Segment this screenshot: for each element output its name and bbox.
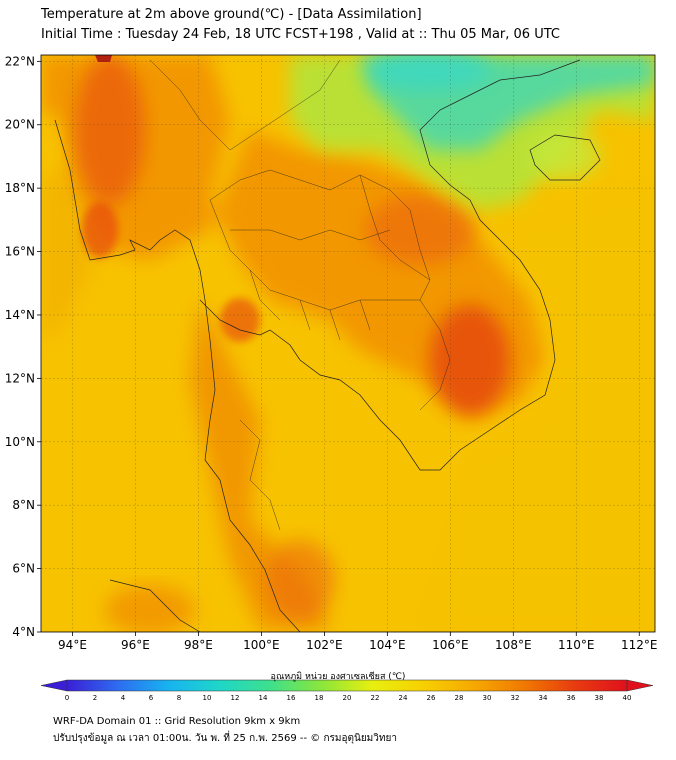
colorbar-tick-label: 18 bbox=[314, 694, 324, 702]
lon-tick-label: 112°E bbox=[621, 638, 658, 652]
map-frame bbox=[40, 54, 656, 633]
lat-tick-label: 20°N bbox=[5, 118, 35, 132]
lat-tick-label: 6°N bbox=[12, 562, 35, 576]
colorbar-tick-label: 40 bbox=[622, 694, 632, 702]
lon-tick-label: 108°E bbox=[495, 638, 532, 652]
colorbar-tick-label: 2 bbox=[92, 694, 98, 702]
colorbar-tick-label: 12 bbox=[230, 694, 240, 702]
colorbar-label: อุณหภูมิ หน่วย องศาเซลเซียส (℃) bbox=[270, 672, 406, 682]
lat-tick-label: 4°N bbox=[12, 625, 35, 639]
lon-tick-label: 98°E bbox=[184, 638, 213, 652]
colorbar-high-arrow bbox=[626, 679, 654, 692]
colorbar-tick-label: 4 bbox=[120, 694, 126, 702]
lon-tick-label: 100°E bbox=[243, 638, 280, 652]
lon-tick-label: 104°E bbox=[369, 638, 406, 652]
colorbar-tick-label: 36 bbox=[566, 694, 576, 702]
colorbar-tick-label: 20 bbox=[342, 694, 352, 702]
colorbar-tick-label: 34 bbox=[538, 694, 548, 702]
longitude-ticks: 94°E 96°E 98°E 100°E 102°E 104°E 106°E 108°E 110… bbox=[58, 632, 658, 652]
colorbar-tick-label: 16 bbox=[286, 694, 296, 702]
lat-tick-label: 16°N bbox=[5, 245, 35, 259]
colorbar bbox=[40, 679, 654, 692]
province-borders bbox=[149, 59, 451, 531]
lat-tick-label: 12°N bbox=[5, 371, 35, 385]
colorbar-tick-label: 38 bbox=[594, 694, 604, 702]
colorbar-tick-label: 32 bbox=[510, 694, 520, 702]
lat-tick-label: 18°N bbox=[5, 181, 35, 195]
colorbar-tick-label: 0 bbox=[64, 694, 70, 702]
lat-tick-label: 22°N bbox=[5, 54, 35, 68]
colorbar-tick-label: 28 bbox=[454, 694, 464, 702]
temperature-field bbox=[41, 55, 655, 632]
lat-tick-label: 8°N bbox=[12, 498, 35, 512]
colorbar-tick-label: 24 bbox=[398, 694, 408, 702]
lat-lon-grid bbox=[41, 55, 655, 632]
footer-model-info: WRF-DA Domain 01 :: Grid Resolution 9km … bbox=[53, 716, 301, 727]
colorbar-low-arrow bbox=[40, 679, 68, 692]
latitude-ticks: 22°N 20°N 18°N 16°N 14°N 12°N 10°N 8°N 6°N 4°N bbox=[5, 54, 41, 639]
colorbar-tick-label: 30 bbox=[482, 694, 492, 702]
lat-tick-label: 14°N bbox=[5, 308, 35, 322]
lon-tick-label: 94°E bbox=[58, 638, 87, 652]
colorbar-tick-label: 10 bbox=[202, 694, 212, 702]
lon-tick-label: 102°E bbox=[306, 638, 343, 652]
map-title: Temperature at 2m above ground(℃) - [Dat… bbox=[41, 7, 422, 22]
lat-tick-label: 10°N bbox=[5, 435, 35, 449]
map-subtitle: Initial Time : Tuesday 24 Feb, 18 UTC FC… bbox=[41, 27, 560, 42]
colorbar-tick-label: 14 bbox=[258, 694, 268, 702]
colorbar-tick-label: 6 bbox=[148, 694, 154, 702]
lon-tick-label: 110°E bbox=[558, 638, 595, 652]
coastlines bbox=[54, 59, 601, 632]
colorbar-tick-label: 26 bbox=[426, 694, 436, 702]
colorbar-tick-label: 8 bbox=[176, 694, 182, 702]
lon-tick-label: 106°E bbox=[432, 638, 469, 652]
colorbar-tick-label: 22 bbox=[370, 694, 380, 702]
footer-update-info: ปรับปรุงข้อมูล ณ เวลา 01:00น. วัน พ. ที่… bbox=[53, 733, 397, 744]
lon-tick-label: 96°E bbox=[121, 638, 150, 652]
